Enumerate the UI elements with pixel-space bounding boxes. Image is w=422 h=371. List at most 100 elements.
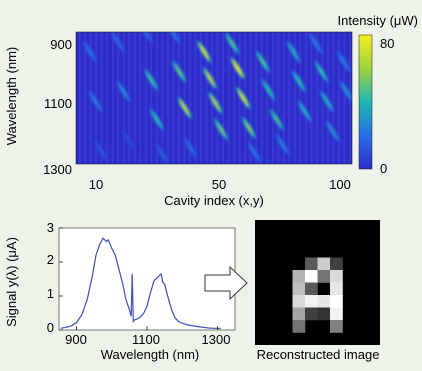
heatmap-column-stripe bbox=[172, 32, 175, 164]
heatmap-peak bbox=[208, 91, 223, 115]
heatmap-y-ticks: 900 1100 1300 bbox=[43, 37, 72, 177]
reconstructed-pixel bbox=[305, 257, 318, 271]
heatmap-y-tick: 1100 bbox=[44, 96, 72, 111]
heatmap-peak bbox=[336, 50, 351, 73]
heatmap-x-axis-label: Cavity index (x,y) bbox=[164, 193, 264, 208]
heatmap-column-stripe bbox=[183, 32, 186, 164]
heatmap-peak bbox=[247, 141, 262, 164]
heatmap-column-stripe bbox=[310, 32, 313, 164]
spectrum-y-tick: 3 bbox=[47, 220, 54, 235]
heatmap-column-stripe bbox=[227, 32, 230, 164]
heatmap-peak bbox=[297, 100, 312, 123]
colorbar-gradient bbox=[358, 34, 373, 170]
spectrum-series-line bbox=[60, 237, 221, 329]
reconstructed-image-caption: Reconstructed image bbox=[257, 347, 380, 362]
heatmap-column-stripe bbox=[316, 32, 318, 164]
reconstructed-image-pixels bbox=[292, 257, 343, 333]
reconstructed-pixel bbox=[317, 257, 331, 271]
heatmap-x-tick: 10 bbox=[89, 177, 103, 192]
heatmap-column-stripe bbox=[277, 32, 280, 164]
heatmap-y-axis-label: Wavelength (nm) bbox=[4, 47, 19, 146]
heatmap-column-stripe bbox=[332, 32, 335, 164]
reconstructed-pixel bbox=[292, 320, 306, 333]
spectrum-y-tick-marks bbox=[59, 227, 63, 331]
heatmap-peak bbox=[255, 50, 271, 73]
heatmap-x-tick: 50 bbox=[212, 177, 226, 192]
heatmap-peak bbox=[308, 32, 324, 55]
heatmap-column-stripe bbox=[338, 32, 340, 164]
heatmap-peak bbox=[183, 136, 198, 159]
reconstructed-pixel bbox=[305, 295, 318, 308]
spectrum-x-tick: 1100 bbox=[132, 332, 160, 347]
spectrum-x-ticks: 900 1100 1300 bbox=[65, 332, 230, 347]
colorbar: Intensity (μW) 80 0 bbox=[338, 13, 418, 176]
reconstructed-pixel bbox=[305, 282, 318, 296]
heatmap-frame bbox=[75, 31, 353, 165]
heatmap-column-stripe bbox=[150, 32, 153, 164]
heatmap-peak bbox=[202, 67, 218, 90]
reconstructed-pixel bbox=[292, 282, 306, 296]
right-arrow-icon bbox=[204, 265, 248, 301]
heatmap-y-tick: 900 bbox=[50, 37, 72, 52]
heatmap-peak bbox=[171, 60, 187, 83]
heatmap-column-stripe bbox=[299, 32, 302, 164]
heatmap-column-stripe bbox=[161, 32, 164, 164]
spectrum-y-ticks: 0 1 2 3 bbox=[47, 220, 54, 335]
heatmap-column-stripe bbox=[249, 32, 252, 164]
heatmap-peak bbox=[275, 133, 290, 156]
spectrum-y-tick: 2 bbox=[47, 252, 54, 267]
heatmap-column-stripe bbox=[194, 32, 197, 164]
heatmap-column-stripe bbox=[288, 32, 291, 164]
reconstructed-pixel bbox=[292, 295, 306, 308]
reconstructed-pixel bbox=[330, 270, 343, 283]
reconstructed-pixel bbox=[292, 307, 306, 321]
heatmap-peak bbox=[166, 32, 181, 45]
heatmap-peak bbox=[339, 80, 352, 103]
colorbar-title: Intensity (μW) bbox=[338, 13, 418, 28]
heatmap-peak bbox=[325, 119, 340, 143]
heatmap-column-stripe bbox=[283, 32, 285, 164]
reconstructed-pixel bbox=[317, 307, 331, 321]
heatmap-column-stripe bbox=[84, 32, 86, 164]
reconstructed-image: Reconstructed image bbox=[255, 220, 380, 362]
heatmap-column-stripe bbox=[327, 32, 329, 164]
reconstructed-pixel bbox=[305, 307, 318, 321]
heatmap-peak bbox=[241, 116, 257, 139]
heatmap-column-stripe bbox=[167, 32, 169, 164]
heatmap-peak bbox=[213, 118, 229, 141]
reconstructed-pixel bbox=[330, 295, 343, 308]
heatmap-peak bbox=[314, 60, 329, 83]
heatmap-peak bbox=[155, 142, 170, 164]
heatmap-peak bbox=[110, 32, 126, 54]
heatmap-column-stripe bbox=[145, 32, 147, 164]
spectrum-x-axis-label: Wavelength (nm) bbox=[101, 347, 200, 362]
reconstructed-pixel bbox=[317, 295, 331, 308]
heatmap-peak bbox=[236, 86, 251, 110]
heatmap-peak bbox=[88, 90, 103, 113]
heatmap-chart: 900 1100 1300 10 50 100 Cavity index (x,… bbox=[4, 13, 418, 208]
heatmap-x-tick: 100 bbox=[329, 177, 351, 192]
heatmap-column-stripe bbox=[343, 32, 346, 164]
heatmap-column-stripe bbox=[156, 32, 158, 164]
heatmap-column-stripe bbox=[216, 32, 219, 164]
heatmap-column-stripe bbox=[122, 32, 125, 164]
heatmap-peak bbox=[269, 108, 284, 131]
heatmap-peak bbox=[93, 139, 109, 162]
spectrum-x-tick-marks bbox=[76, 326, 218, 330]
heatmap-peak bbox=[121, 129, 137, 153]
reconstructed-pixel bbox=[330, 257, 343, 271]
heatmap-column-stripe bbox=[78, 32, 81, 164]
spectrum-y-axis-label: Signal y(λ) (μA) bbox=[4, 237, 19, 327]
heatmap-y-tick: 1300 bbox=[43, 162, 72, 177]
heatmap-peak bbox=[230, 57, 245, 80]
heatmap-peak bbox=[196, 40, 212, 63]
colorbar-min-label: 0 bbox=[380, 161, 387, 176]
heatmap-peak bbox=[144, 68, 159, 91]
heatmap-peak bbox=[261, 78, 276, 101]
heatmap-column-stripe bbox=[222, 32, 224, 164]
heatmap-peaks bbox=[82, 32, 352, 164]
heatmap-column-stripe bbox=[205, 32, 208, 164]
colorbar-max-label: 80 bbox=[380, 36, 394, 51]
heatmap-column-stripe bbox=[139, 32, 142, 164]
